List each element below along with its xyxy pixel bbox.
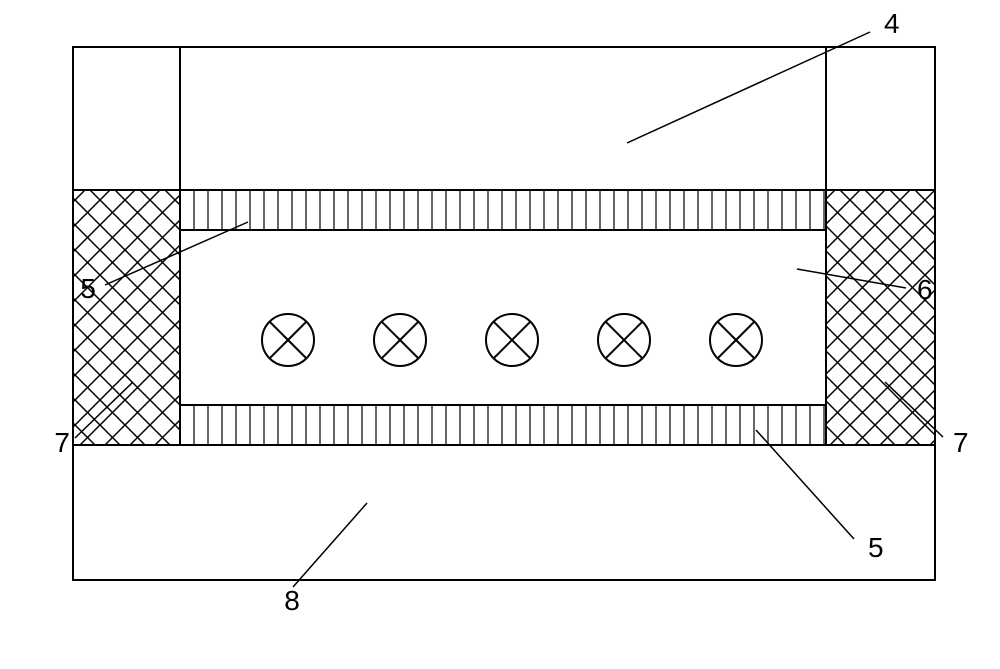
label-6: 6 xyxy=(917,274,933,305)
label-7: 7 xyxy=(953,427,969,458)
label-4: 4 xyxy=(884,8,900,39)
label-5: 5 xyxy=(868,532,884,563)
label-5: 5 xyxy=(80,273,96,304)
crosshatch-region-0 xyxy=(73,190,180,445)
crosshatch-region-1 xyxy=(826,190,935,445)
label-8: 8 xyxy=(284,585,300,616)
stripe-region-1 xyxy=(180,405,826,445)
label-7: 7 xyxy=(54,427,70,458)
stripe-region-0 xyxy=(180,190,826,230)
